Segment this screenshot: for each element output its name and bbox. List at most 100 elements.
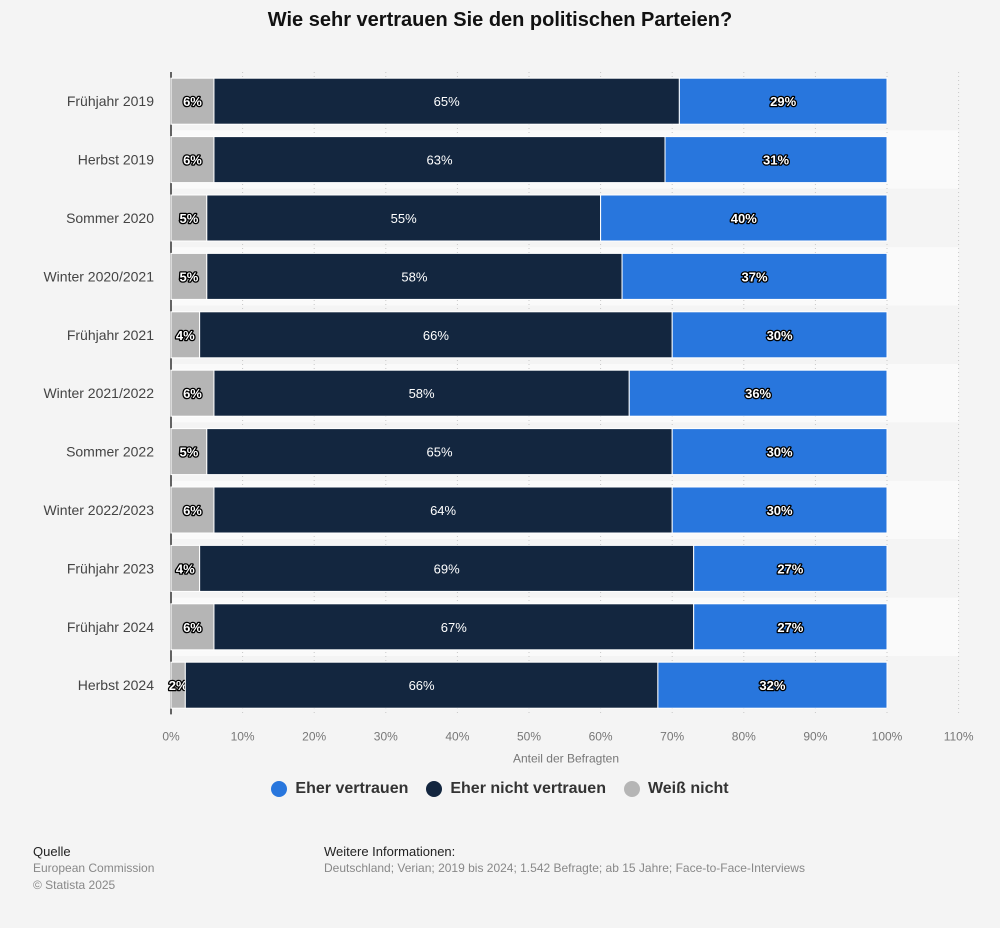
bar-segment — [199, 311, 673, 359]
data-label: 40% — [731, 211, 757, 226]
category-label: Frühjahr 2021 — [67, 327, 154, 343]
data-label: 63% — [426, 153, 452, 168]
data-label: 27% — [777, 620, 803, 635]
bar-segment — [206, 194, 602, 242]
data-label: 6% — [183, 620, 202, 635]
legend-label: Eher nicht vertrauen — [450, 780, 606, 797]
data-label: 6% — [183, 386, 202, 401]
bar-segment — [199, 544, 695, 592]
x-tick-label: 80% — [732, 729, 756, 743]
bar-segment — [170, 77, 215, 125]
bar-segment — [693, 603, 888, 651]
legend-item-eher-vertrauen[interactable]: Eher vertrauen — [271, 780, 408, 798]
data-label: 66% — [409, 678, 435, 693]
data-label: 58% — [401, 269, 427, 284]
x-tick-label: 100% — [872, 729, 903, 743]
data-label: 4% — [176, 328, 195, 343]
data-label: 29% — [770, 94, 796, 109]
bar-segment — [671, 428, 888, 476]
footer-source: Quelle European Commission © Statista 20… — [33, 843, 154, 894]
legend-marker — [623, 781, 640, 797]
x-tick-label: 0% — [162, 729, 180, 743]
data-label: 6% — [183, 94, 202, 109]
category-label: Herbst 2024 — [78, 677, 154, 693]
x-tick-label: 20% — [302, 729, 326, 743]
data-label: 65% — [434, 94, 460, 109]
bar-segment — [206, 428, 673, 476]
bar-segment — [657, 661, 888, 709]
x-tick-label: 50% — [517, 729, 541, 743]
chart-area: 0% 10% 20% 30% 40% 50% 60% 70% 80% 90% 100% 110% Ant… — [43, 72, 974, 765]
bar-segment — [213, 603, 695, 651]
bar-segment — [170, 428, 208, 476]
bar-segment — [678, 77, 888, 125]
category-label: Winter 2022/2023 — [43, 502, 154, 518]
legend-item-weiss-nicht[interactable]: Weiß nicht — [623, 780, 729, 798]
bar-segment — [693, 544, 888, 592]
bar-segment — [170, 544, 201, 592]
bar-segment — [213, 136, 666, 184]
legend-marker — [271, 781, 288, 797]
bar-segment — [206, 252, 623, 300]
data-label: 27% — [777, 561, 803, 576]
source-line[interactable]: European Commission — [33, 861, 155, 875]
bar-segment — [628, 369, 888, 417]
x-axis-title: Anteil der Befragten — [513, 751, 619, 765]
legend: Eher vertrauen Eher nicht vertrauen Weiß… — [0, 780, 1000, 798]
category-label: Sommer 2022 — [66, 444, 154, 460]
chart-title: Wie sehr vertrauen Sie den politischen P… — [267, 9, 733, 31]
x-tick-label: 30% — [374, 729, 398, 743]
legend-item-eher-nicht-vertrauen[interactable]: Eher nicht vertrauen — [426, 780, 606, 798]
category-label: Winter 2021/2022 — [43, 385, 154, 401]
category-label: Winter 2020/2021 — [43, 268, 154, 284]
x-tick-label: 40% — [445, 729, 469, 743]
data-label: 66% — [423, 328, 449, 343]
copyright-line: © Statista 2025 — [33, 878, 116, 892]
data-label: 69% — [434, 561, 460, 576]
category-label: Frühjahr 2023 — [67, 560, 154, 576]
category-label: Sommer 2020 — [66, 210, 154, 226]
info-heading: Weitere Informationen: — [324, 844, 456, 859]
bar-segment — [621, 252, 888, 300]
bar-segment — [671, 486, 888, 534]
legend-label: Weiß nicht — [647, 780, 729, 797]
data-label: 6% — [183, 503, 202, 518]
legend-marker — [426, 781, 443, 797]
data-label: 55% — [391, 211, 417, 226]
data-label: 32% — [759, 678, 785, 693]
source-heading: Quelle — [33, 844, 71, 859]
footer-info: Weitere Informationen: Deutschland; Veri… — [324, 843, 805, 877]
x-tick-label: 60% — [589, 729, 613, 743]
bar-segment — [170, 194, 208, 242]
data-label: 65% — [426, 445, 452, 460]
category-label: Frühjahr 2024 — [67, 619, 154, 635]
category-label: Herbst 2019 — [78, 152, 154, 168]
bar-segment — [213, 486, 673, 534]
data-label: 67% — [441, 620, 467, 635]
bar-segment — [600, 194, 888, 242]
bar-segment — [213, 369, 630, 417]
bar-segment — [170, 603, 215, 651]
info-text: Deutschland; Verian; 2019 bis 2024; 1.54… — [324, 861, 805, 875]
x-tick-label: 10% — [231, 729, 255, 743]
data-label: 2% — [169, 678, 188, 693]
data-label: 30% — [767, 445, 793, 460]
bar-segment — [671, 311, 888, 359]
bar-segment — [170, 311, 201, 359]
data-label: 5% — [180, 211, 199, 226]
bar-segment — [170, 252, 208, 300]
data-label: 5% — [180, 269, 199, 284]
data-label: 58% — [409, 386, 435, 401]
data-label: 37% — [742, 269, 768, 284]
data-label: 6% — [183, 153, 202, 168]
legend-label: Eher vertrauen — [295, 780, 409, 797]
data-label: 36% — [745, 386, 771, 401]
data-label: 64% — [430, 503, 456, 518]
bar-segment — [213, 77, 680, 125]
data-label: 30% — [767, 328, 793, 343]
data-label: 5% — [180, 445, 199, 460]
x-tick-label: 110% — [944, 729, 974, 743]
data-label: 31% — [763, 153, 789, 168]
x-tick-label: 90% — [803, 729, 827, 743]
bar-segment — [170, 486, 215, 534]
